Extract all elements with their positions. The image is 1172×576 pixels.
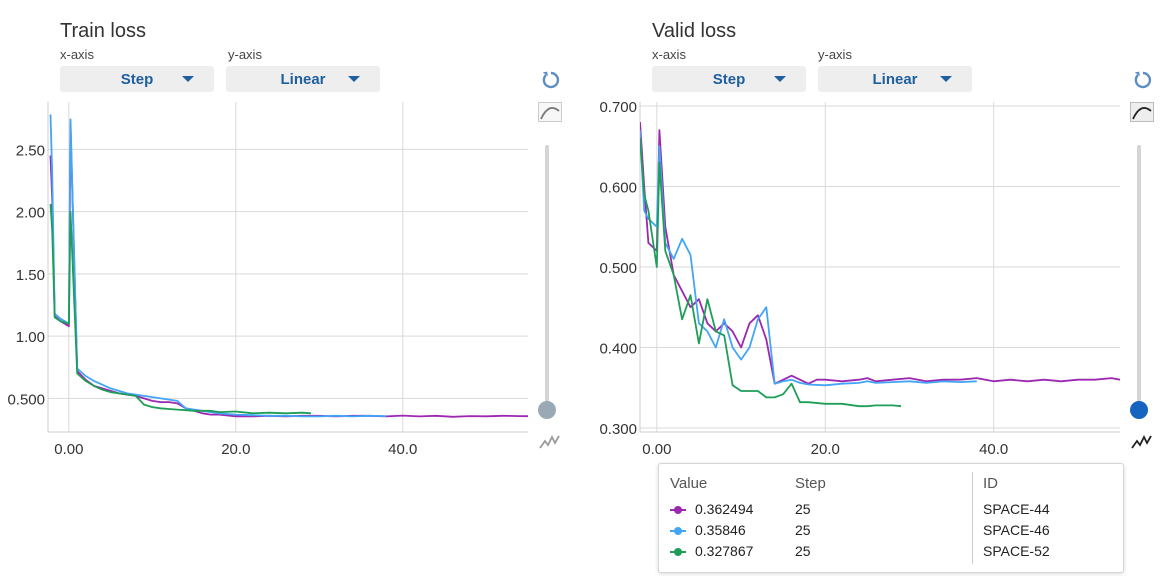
y-axis-label: y-axis — [818, 47, 852, 62]
series-group — [640, 122, 1120, 408]
tooltip-step: 25 — [795, 543, 811, 559]
tooltip-header-step: Step — [795, 475, 826, 492]
valid-loss-panel: Valid loss x-axis y-axis Step Linear — [592, 0, 1172, 576]
y-axis-value: Linear — [872, 70, 918, 88]
series-line-SPACE-52[interactable] — [640, 138, 902, 408]
x-axis-label: x-axis — [60, 47, 94, 62]
hover-tooltip: Value Step ID 0.362494 25 SPACE-44 0.35846 2… — [658, 463, 1124, 573]
raw-curve-icon[interactable] — [538, 431, 562, 451]
series-line-SPACE-44[interactable] — [49, 123, 529, 418]
panel-title: Train loss — [60, 20, 146, 42]
y-tick-label: 2.00 — [16, 205, 45, 222]
series-line-SPACE-46[interactable] — [640, 130, 977, 387]
tooltip-step: 25 — [795, 522, 811, 538]
y-tick-label: 1.00 — [16, 329, 45, 346]
smooth-curve-icon[interactable] — [538, 102, 562, 122]
series-group — [49, 114, 529, 418]
tooltip-value: 0.35846 — [695, 522, 746, 538]
reset-icon[interactable] — [540, 69, 562, 91]
tooltip-id: SPACE-44 — [983, 501, 1050, 517]
y-tick-label: 1.50 — [16, 267, 45, 284]
x-tick-label: 40.0 — [388, 441, 417, 458]
y-axis-label: y-axis — [228, 47, 262, 62]
y-tick-label: 0.600 — [599, 180, 637, 197]
y-axis-value: Linear — [280, 70, 326, 88]
reset-icon[interactable] — [1132, 69, 1154, 91]
caret-down-icon — [774, 76, 786, 82]
x-axis-dropdown[interactable]: Step — [60, 66, 214, 92]
series-line-SPACE-52[interactable] — [49, 204, 312, 415]
x-tick-label: 0.00 — [54, 441, 83, 458]
caret-down-icon — [940, 76, 952, 82]
tooltip-value: 0.327867 — [695, 543, 754, 559]
tooltip-header-id: ID — [983, 475, 998, 492]
tooltip-series-dot — [674, 548, 682, 556]
smoothing-slider-track[interactable] — [1137, 145, 1141, 409]
y-tick-label: 0.400 — [599, 340, 637, 357]
raw-curve-icon[interactable] — [1130, 431, 1154, 451]
y-axis-dropdown[interactable]: Linear — [818, 66, 972, 92]
series-line-SPACE-44[interactable] — [640, 122, 1120, 385]
tooltip-divider — [972, 472, 973, 564]
tooltip-id: SPACE-52 — [983, 543, 1050, 559]
y-tick-label: 0.500 — [7, 391, 45, 408]
x-tick-label: 40.0 — [979, 441, 1008, 458]
y-tick-label: 0.500 — [599, 260, 637, 277]
y-tick-label: 0.700 — [599, 99, 637, 116]
caret-down-icon — [182, 76, 194, 82]
tooltip-step: 25 — [795, 501, 811, 517]
y-tick-label: 2.50 — [16, 142, 45, 159]
x-axis-dropdown[interactable]: Step — [652, 66, 806, 92]
smoothing-slider-thumb[interactable] — [538, 401, 556, 419]
tooltip-header-value: Value — [670, 475, 708, 492]
train-loss-panel: Train loss x-axis y-axis Step Linear — [60, 20, 562, 451]
caret-down-icon — [348, 76, 360, 82]
y-tick-label: 0.300 — [599, 421, 637, 438]
x-axis-value: Step — [120, 70, 154, 88]
smoothing-slider-thumb[interactable] — [1130, 401, 1148, 419]
x-axis-value: Step — [712, 70, 746, 88]
x-tick-label: 0.00 — [642, 441, 671, 458]
x-axis-label: x-axis — [652, 47, 686, 62]
tooltip-value: 0.362494 — [695, 501, 754, 517]
smooth-curve-icon[interactable] — [1130, 102, 1154, 122]
tooltip-id: SPACE-46 — [983, 522, 1050, 538]
panel-title: Valid loss — [652, 20, 737, 42]
x-tick-label: 20.0 — [221, 441, 250, 458]
x-tick-label: 20.0 — [811, 441, 840, 458]
tooltip-series-dot — [674, 527, 682, 535]
tooltip-series-dot — [674, 506, 682, 514]
y-axis-dropdown[interactable]: Linear — [226, 66, 380, 92]
smoothing-slider-track[interactable] — [545, 145, 549, 409]
series-line-SPACE-46[interactable] — [49, 114, 387, 418]
